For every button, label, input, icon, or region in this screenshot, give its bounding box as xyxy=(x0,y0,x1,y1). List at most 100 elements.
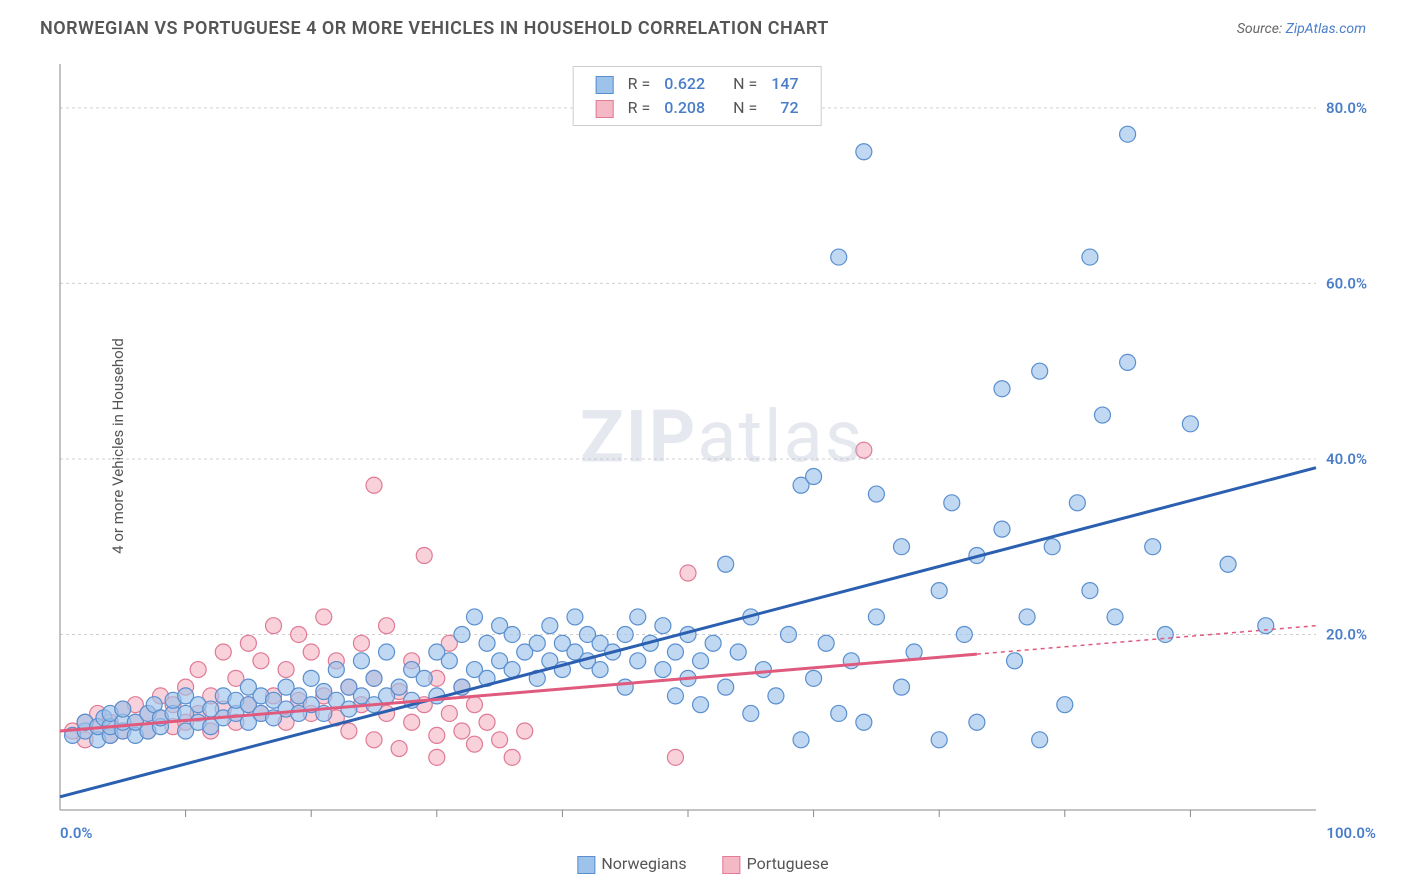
legend-item: Norwegians xyxy=(577,854,686,873)
data-point-norwegians xyxy=(705,635,721,651)
data-point-portuguese xyxy=(253,653,269,669)
r-label: R = xyxy=(622,97,657,119)
data-point-norwegians xyxy=(1032,732,1048,748)
data-point-norwegians xyxy=(1120,354,1136,370)
data-point-norwegians xyxy=(1107,609,1123,625)
data-point-norwegians xyxy=(693,653,709,669)
data-point-norwegians xyxy=(1220,556,1236,572)
source-prefix: Source: xyxy=(1237,21,1286,37)
data-point-norwegians xyxy=(1258,618,1274,634)
data-point-norwegians xyxy=(542,618,558,634)
data-point-norwegians xyxy=(831,705,847,721)
data-point-norwegians xyxy=(504,662,520,678)
data-point-norwegians xyxy=(1057,697,1073,713)
data-point-norwegians xyxy=(630,609,646,625)
data-point-portuguese xyxy=(856,442,872,458)
data-point-portuguese xyxy=(341,723,357,739)
data-point-portuguese xyxy=(190,662,206,678)
data-point-norwegians xyxy=(655,662,671,678)
data-point-portuguese xyxy=(429,727,445,743)
data-point-norwegians xyxy=(441,653,457,669)
data-point-norwegians xyxy=(806,468,822,484)
x-max-label: 100.0% xyxy=(1326,824,1376,842)
data-point-norwegians xyxy=(868,609,884,625)
data-point-norwegians xyxy=(969,714,985,730)
data-point-norwegians xyxy=(944,495,960,511)
y-tick-label: 20.0% xyxy=(1326,625,1367,643)
data-point-norwegians xyxy=(1157,626,1173,642)
source-link[interactable]: ZipAtlas.com xyxy=(1286,21,1366,37)
data-point-norwegians xyxy=(1007,653,1023,669)
data-point-norwegians xyxy=(1182,416,1198,432)
x-min-label: 0.0% xyxy=(60,824,92,842)
data-point-portuguese xyxy=(215,644,231,660)
data-point-norwegians xyxy=(1120,126,1136,142)
data-point-portuguese xyxy=(391,741,407,757)
correlation-legend: R =0.622N =147R =0.208N =72 xyxy=(573,66,822,126)
data-point-norwegians xyxy=(856,714,872,730)
data-point-portuguese xyxy=(291,626,307,642)
source-attribution: Source: ZipAtlas.com xyxy=(1237,21,1366,37)
data-point-norwegians xyxy=(667,688,683,704)
data-point-norwegians xyxy=(693,697,709,713)
r-label: R = xyxy=(622,73,657,95)
data-point-portuguese xyxy=(240,635,256,651)
data-point-portuguese xyxy=(466,697,482,713)
trend-line-norwegians xyxy=(60,468,1316,797)
scatter-plot-svg: 20.0%40.0%60.0%80.0%0.0%100.0% xyxy=(58,62,1386,844)
data-point-norwegians xyxy=(806,670,822,686)
data-point-portuguese xyxy=(379,618,395,634)
r-value: 0.208 xyxy=(658,97,711,119)
data-point-norwegians xyxy=(466,609,482,625)
data-point-norwegians xyxy=(743,705,759,721)
data-point-portuguese xyxy=(353,635,369,651)
data-point-portuguese xyxy=(517,723,533,739)
chart-title: NORWEGIAN VS PORTUGUESE 4 OR MORE VEHICL… xyxy=(40,18,829,39)
data-point-norwegians xyxy=(479,635,495,651)
data-point-norwegians xyxy=(529,635,545,651)
data-point-norwegians xyxy=(768,688,784,704)
legend-swatch xyxy=(723,856,741,874)
data-point-norwegians xyxy=(894,539,910,555)
legend-swatch xyxy=(596,100,614,118)
data-point-portuguese xyxy=(278,662,294,678)
data-point-norwegians xyxy=(1094,407,1110,423)
data-point-norwegians xyxy=(755,662,771,678)
data-point-norwegians xyxy=(1044,539,1060,555)
trend-line-portuguese-dash xyxy=(977,626,1316,654)
data-point-norwegians xyxy=(956,626,972,642)
data-point-norwegians xyxy=(592,662,608,678)
data-point-norwegians xyxy=(730,644,746,660)
data-point-portuguese xyxy=(316,609,332,625)
data-point-norwegians xyxy=(994,381,1010,397)
data-point-norwegians xyxy=(567,609,583,625)
data-point-portuguese xyxy=(404,714,420,730)
data-point-portuguese xyxy=(454,723,470,739)
legend-row: R =0.622N =147 xyxy=(590,73,805,95)
data-point-norwegians xyxy=(1069,495,1085,511)
data-point-portuguese xyxy=(441,705,457,721)
data-point-norwegians xyxy=(856,144,872,160)
data-point-norwegians xyxy=(115,701,131,717)
data-point-norwegians xyxy=(994,521,1010,537)
data-point-norwegians xyxy=(780,626,796,642)
legend-label: Portuguese xyxy=(747,854,829,873)
data-point-portuguese xyxy=(366,477,382,493)
n-value: 147 xyxy=(765,73,804,95)
data-point-norwegians xyxy=(391,679,407,695)
data-point-portuguese xyxy=(466,736,482,752)
legend-row: R =0.208N =72 xyxy=(590,97,805,119)
data-point-norwegians xyxy=(303,670,319,686)
data-point-norwegians xyxy=(454,626,470,642)
data-point-norwegians xyxy=(353,653,369,669)
data-point-norwegians xyxy=(630,653,646,669)
data-point-norwegians xyxy=(366,670,382,686)
data-point-norwegians xyxy=(617,626,633,642)
data-point-norwegians xyxy=(931,732,947,748)
chart-area: 20.0%40.0%60.0%80.0%0.0%100.0% ZIPatlas … xyxy=(58,62,1386,844)
data-point-norwegians xyxy=(1082,583,1098,599)
series-legend: Norwegians Portuguese xyxy=(559,854,846,874)
r-value: 0.622 xyxy=(658,73,711,95)
data-point-norwegians xyxy=(718,679,734,695)
data-point-norwegians xyxy=(894,679,910,695)
